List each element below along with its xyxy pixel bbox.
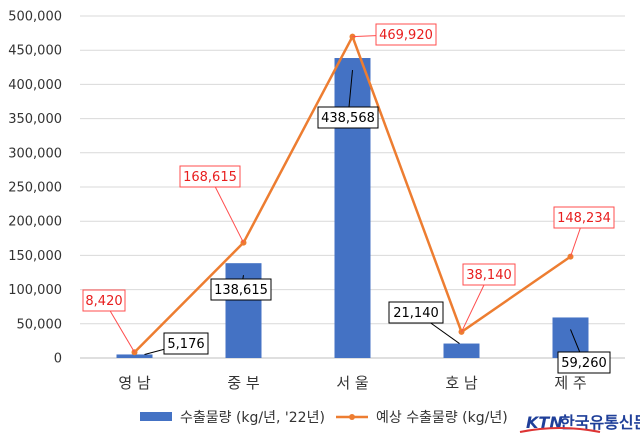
y-tick-label: 50,000: [17, 317, 63, 332]
bar-value-label: 438,568: [321, 111, 375, 126]
x-tick-label: 호 남: [445, 374, 478, 392]
bar-value-label: 5,176: [167, 337, 204, 352]
line-value-label-box: [179, 165, 241, 188]
y-tick-label: 400,000: [8, 78, 62, 93]
line-value-label-box: [462, 263, 516, 286]
legend-label-line: 예상 수출물량 (kg/년): [376, 410, 508, 426]
bar: [443, 343, 480, 358]
bar-value-label: 138,615: [214, 283, 268, 298]
legend-label-bars: 수출물량 (kg/년, '22년): [180, 410, 325, 426]
line-value-label-box: [82, 289, 126, 312]
x-tick-label: 제 주: [554, 374, 586, 392]
x-tick-label: 중 부: [227, 374, 260, 392]
logo-name: 한국유통신문: [560, 413, 640, 432]
bar-value-label: 59,260: [561, 356, 607, 371]
line-value-label: 469,920: [379, 28, 433, 43]
y-tick-label: 100,000: [8, 283, 62, 298]
x-tick-label: 서 울: [336, 374, 368, 392]
bar: [116, 354, 153, 358]
legend-marker-line: [349, 414, 355, 420]
bar-value-label-box: [557, 351, 611, 374]
line-value-label-box: [553, 206, 615, 229]
bar-value-label-box: [210, 278, 272, 301]
line-value-label: 8,420: [85, 294, 122, 309]
y-tick-label: 0: [54, 352, 62, 367]
line-value-label-leader: [209, 176, 244, 243]
bar-value-label-box: [317, 106, 379, 129]
bar: [334, 58, 371, 358]
y-tick-label: 200,000: [8, 215, 62, 230]
legend-swatch-bars: [140, 412, 172, 421]
y-tick-label: 150,000: [8, 249, 62, 264]
y-tick-label: 450,000: [8, 44, 62, 59]
line-value-label: 168,615: [183, 170, 237, 185]
bar: [552, 317, 589, 358]
y-tick-label: 350,000: [8, 112, 62, 127]
bar-value-label: 21,140: [393, 306, 439, 321]
bar-value-label-box: [163, 332, 209, 355]
x-tick-label: 영 남: [118, 374, 151, 392]
y-tick-label: 250,000: [8, 181, 62, 196]
y-tick-label: 500,000: [8, 10, 62, 25]
logo-swoosh-icon: [519, 427, 601, 433]
y-tick-label: 300,000: [8, 146, 62, 161]
line-value-label: 148,234: [557, 211, 611, 226]
line-value-label-box: [375, 23, 437, 46]
line-value-label: 38,140: [466, 268, 512, 283]
bar-value-label-box: [388, 301, 444, 324]
